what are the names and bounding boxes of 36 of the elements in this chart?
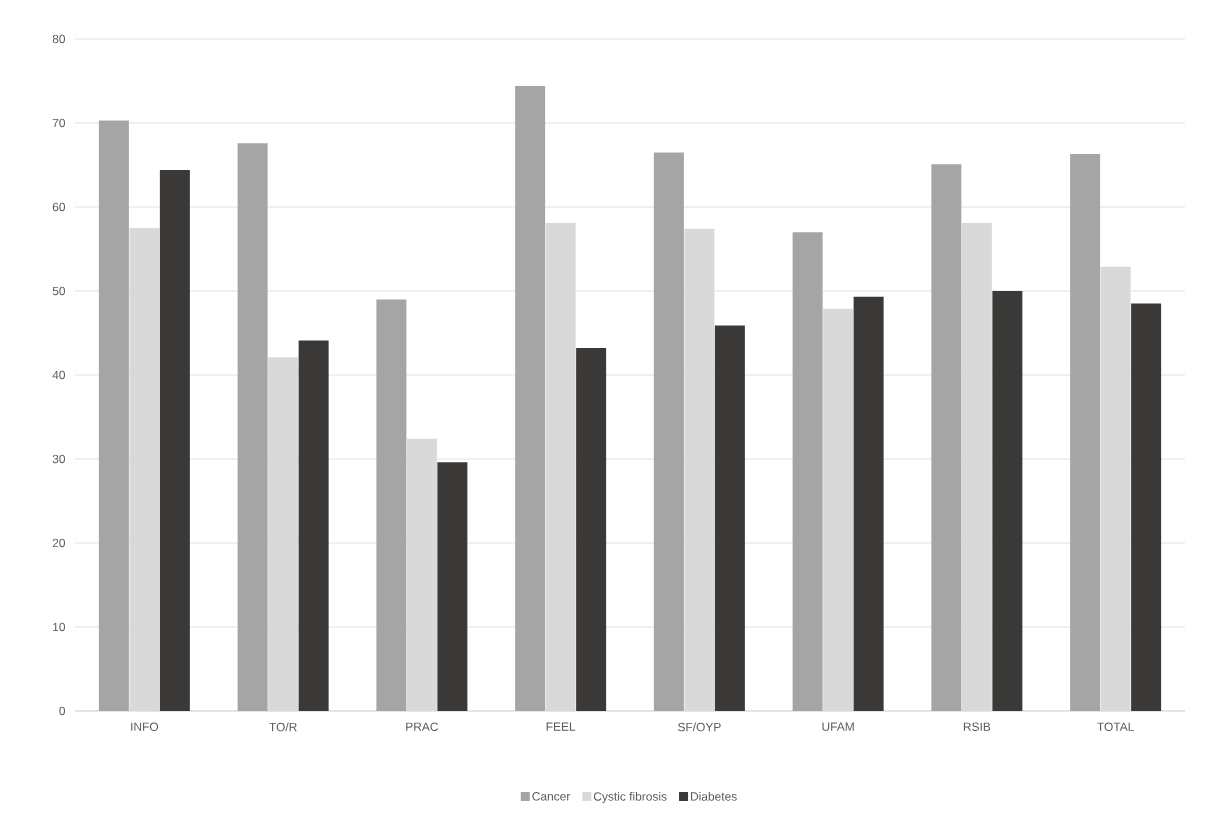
x-tick-label: FEEL (546, 722, 576, 731)
y-tick-label: 70 (52, 118, 66, 128)
x-tick-label: PRAC (406, 722, 439, 731)
x-tick-label: TOTAL (1097, 722, 1134, 731)
legend-label: Diabetes (691, 791, 737, 801)
bar (515, 86, 546, 711)
x-tick-label: TO/R (269, 722, 297, 732)
y-tick-label: 40 (52, 370, 66, 380)
y-tick-label: 80 (52, 34, 66, 44)
bar (437, 462, 468, 711)
bar (792, 232, 823, 711)
y-tick-label: 30 (52, 454, 66, 464)
x-tick-label: SF/OYP (678, 722, 721, 732)
bar (159, 170, 190, 711)
x-tick-label: INFO (131, 722, 159, 731)
bar (653, 152, 684, 711)
x-tick-label: UFAM (822, 722, 854, 731)
bar (98, 120, 129, 711)
bar (1070, 154, 1101, 711)
bar (237, 143, 268, 711)
y-tick-label: 20 (52, 538, 66, 548)
legend-label: Cystic fibrosis (593, 791, 667, 804)
bar (1131, 303, 1162, 711)
y-tick-label: 0 (59, 706, 66, 716)
bar (576, 348, 607, 711)
bar (992, 290, 1023, 711)
bar (853, 296, 884, 711)
bar (931, 164, 962, 711)
y-tick-label: 10 (53, 622, 66, 632)
x-tick-label: RSIB (963, 722, 991, 731)
bar (714, 325, 745, 711)
y-tick-label: 50 (52, 286, 66, 296)
bar (376, 299, 407, 711)
legend-label: Cancer (532, 792, 571, 801)
bar (298, 340, 329, 711)
y-tick-label: 60 (52, 202, 66, 212)
